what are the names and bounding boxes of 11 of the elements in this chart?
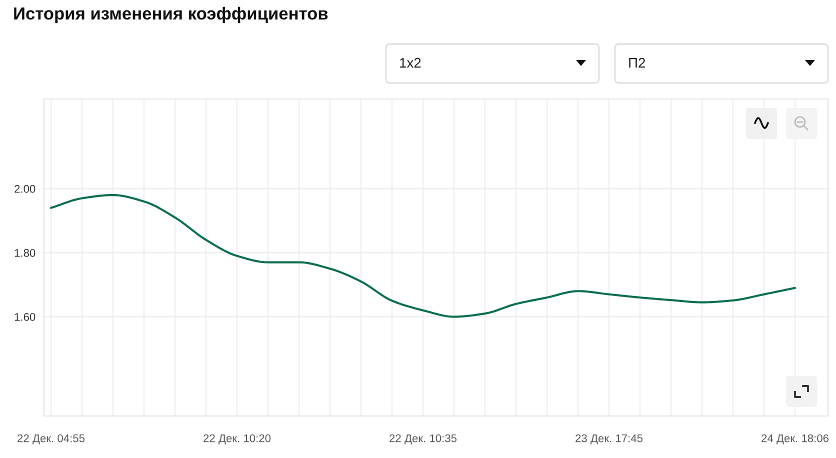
chart-title: История изменения коэффициентов — [14, 6, 328, 24]
text: П2 — [629, 58, 646, 68]
x-tick-label: 22 Дек. 04:55 — [18, 434, 85, 444]
y-tick-label: 1.60 — [14, 313, 36, 321]
y-tick-label: 1.80 — [14, 248, 36, 257]
y-tick-label: 2.00 — [14, 184, 36, 193]
x-tick-label: 23 Дек. 17:45 — [576, 434, 643, 444]
text: 1x2 — [400, 58, 421, 68]
x-tick-label: 24 Дек. 18:06 — [762, 434, 829, 444]
x-tick-label: 22 Дек. 10:35 — [390, 434, 457, 444]
x-tick-label: 22 Дек. 10:20 — [204, 434, 271, 444]
